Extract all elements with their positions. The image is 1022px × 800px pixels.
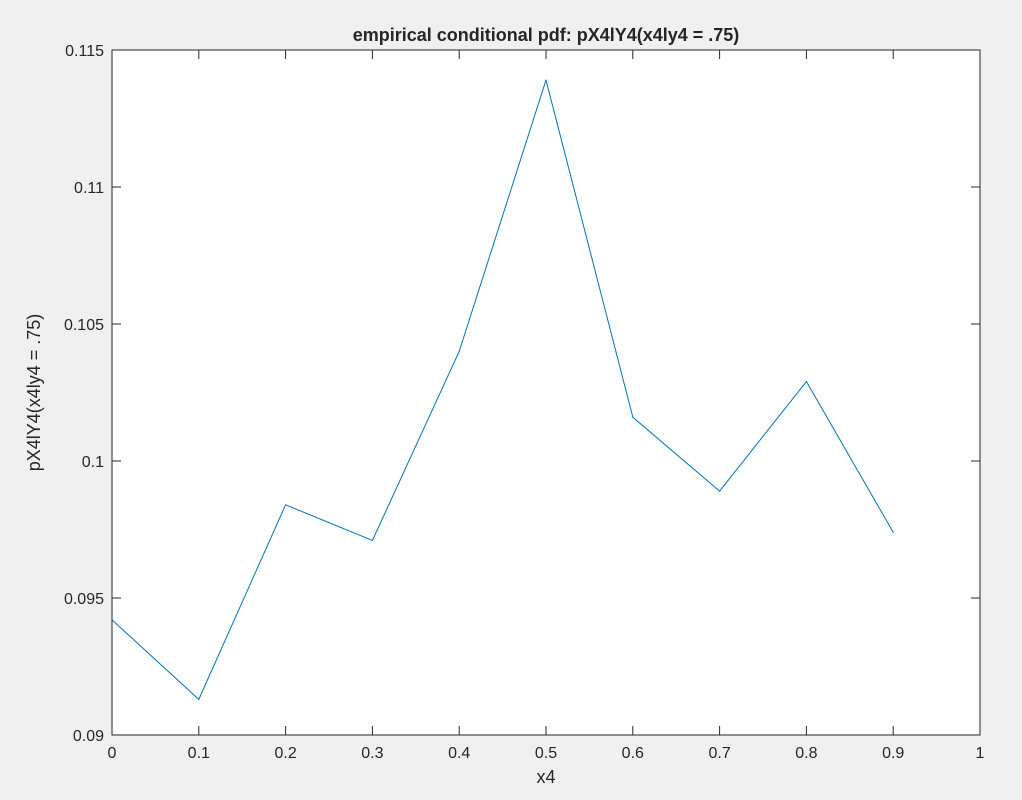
y-axis-label: pX4lY4(x4ly4 = .75) bbox=[24, 314, 44, 472]
data-point bbox=[719, 490, 721, 492]
axes-box bbox=[111, 49, 981, 736]
chart-title: empirical conditional pdf: pX4lY4(x4ly4 … bbox=[353, 25, 740, 45]
data-point bbox=[371, 539, 373, 542]
x-axis-label: x4 bbox=[536, 767, 555, 787]
data-point bbox=[545, 79, 547, 81]
x-tick-label: 0.1 bbox=[188, 745, 210, 762]
x-tick-label: 0.3 bbox=[361, 745, 383, 762]
x-tick-label: 0.8 bbox=[795, 745, 817, 762]
x-tick-label: 0 bbox=[108, 745, 117, 762]
data-point bbox=[632, 416, 634, 418]
y-tick-label: 0.105 bbox=[64, 317, 104, 334]
x-tick-label: 0.4 bbox=[448, 745, 470, 762]
y-tick-label: 0.115 bbox=[65, 43, 104, 60]
y-tick-label: 0.11 bbox=[74, 180, 104, 197]
plot-area bbox=[112, 50, 980, 735]
data-point bbox=[458, 350, 460, 352]
data-point bbox=[805, 380, 808, 383]
x-tick-label: 0.9 bbox=[882, 745, 904, 762]
x-tick-label: 1 bbox=[976, 745, 985, 762]
ticks: 0 0.1 0.2 0.3 0.4 0.5 0.6 0.7 0.8 0.9 1 0.09 0.095 0.… bbox=[64, 43, 985, 762]
x-tick-label: 0.2 bbox=[274, 745, 296, 762]
data-point bbox=[892, 531, 894, 533]
y-tick-label: 0.1 bbox=[82, 454, 104, 471]
x-tick-label: 0.6 bbox=[622, 745, 644, 762]
data-point bbox=[198, 698, 200, 700]
data-point bbox=[285, 504, 287, 506]
series-line bbox=[111, 79, 894, 700]
x-tick-label: 0.5 bbox=[535, 745, 557, 762]
y-tick-label: 0.095 bbox=[64, 591, 104, 608]
y-tick-label: 0.09 bbox=[73, 728, 104, 745]
x-tick-label: 0.7 bbox=[708, 745, 730, 762]
